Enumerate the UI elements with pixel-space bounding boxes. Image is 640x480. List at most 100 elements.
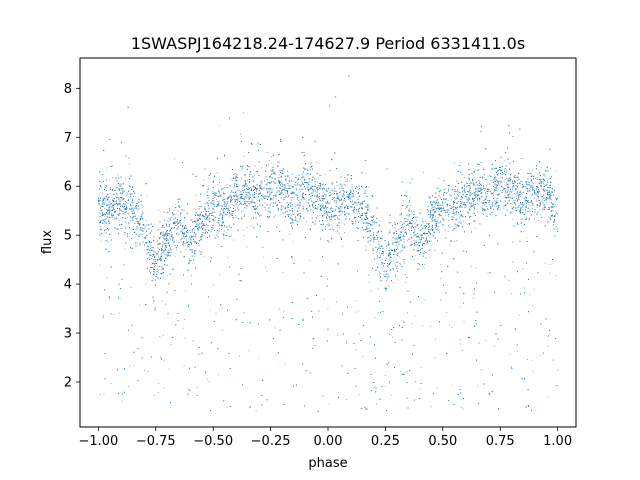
data-point [556,212,557,214]
data-point [373,219,374,221]
data-point [261,199,263,200]
data-point [178,206,180,208]
data-point [253,207,255,208]
data-point [299,203,301,205]
data-point [231,210,232,212]
data-point [458,213,460,215]
data-point [157,250,159,252]
data-point [382,258,384,260]
data-point [534,193,536,195]
data-point [248,407,250,409]
data-point [220,224,222,226]
data-point [238,190,240,192]
data-point [216,195,217,196]
data-point [295,188,297,190]
data-point [432,216,434,218]
data-point [200,236,202,237]
data-point [477,184,479,186]
data-point [195,195,197,196]
data-point [127,213,129,215]
data-point [183,238,185,239]
data-point [355,222,356,224]
data-point [224,209,226,211]
data-point [554,190,555,191]
data-point [275,201,277,203]
data-point [149,251,151,253]
data-point [130,286,132,288]
data-point [257,200,259,202]
data-point [275,174,276,176]
data-point [322,216,323,217]
data-point [511,293,513,295]
data-point [421,237,422,239]
data-point [114,204,116,206]
data-point [450,244,451,246]
data-point [272,188,273,190]
data-point [160,269,162,271]
data-point [449,185,451,187]
data-point [118,214,120,216]
data-point [248,181,250,183]
data-point [191,249,193,251]
data-point [361,355,363,357]
data-point [529,185,531,186]
data-point [170,252,172,254]
data-point [367,223,369,225]
data-point [137,211,139,213]
data-point [204,217,206,219]
data-point [517,208,519,210]
data-point [230,206,231,208]
data-point [217,374,219,375]
data-point [315,206,316,208]
data-point [380,273,381,275]
data-point [127,199,129,201]
data-point [459,172,461,173]
data-point [154,263,156,264]
data-point [320,227,322,229]
data-point [438,188,439,189]
data-point [314,183,316,185]
data-point [109,205,111,207]
data-point [555,210,557,212]
data-point [486,179,488,181]
data-point [186,239,187,241]
data-point [187,241,189,243]
data-point [291,209,293,211]
data-point [505,171,507,173]
data-point [406,207,408,208]
data-point [279,308,280,310]
data-point [382,254,384,256]
data-point [331,208,333,209]
data-point [102,203,103,205]
data-point [448,194,450,196]
data-point [250,202,252,204]
data-point [515,198,517,199]
data-point [334,197,336,199]
data-point [330,195,331,197]
data-point [552,206,554,207]
data-point [400,232,402,234]
data-point [203,256,205,258]
data-point [397,237,399,239]
data-point [153,395,155,396]
data-point [146,220,147,221]
data-point [166,251,168,253]
data-point [437,229,439,231]
data-point [397,279,399,281]
data-point [310,169,311,170]
data-point [396,239,398,240]
data-point [392,242,394,244]
data-point [99,213,101,215]
data-point [416,233,418,234]
data-point [183,242,185,244]
data-point [107,204,109,206]
data-point [122,211,124,212]
data-point [539,355,541,356]
data-point [426,237,427,239]
data-point [291,301,293,303]
data-point [393,242,394,244]
data-point [310,195,311,197]
data-point [490,180,492,181]
data-point [298,227,300,229]
